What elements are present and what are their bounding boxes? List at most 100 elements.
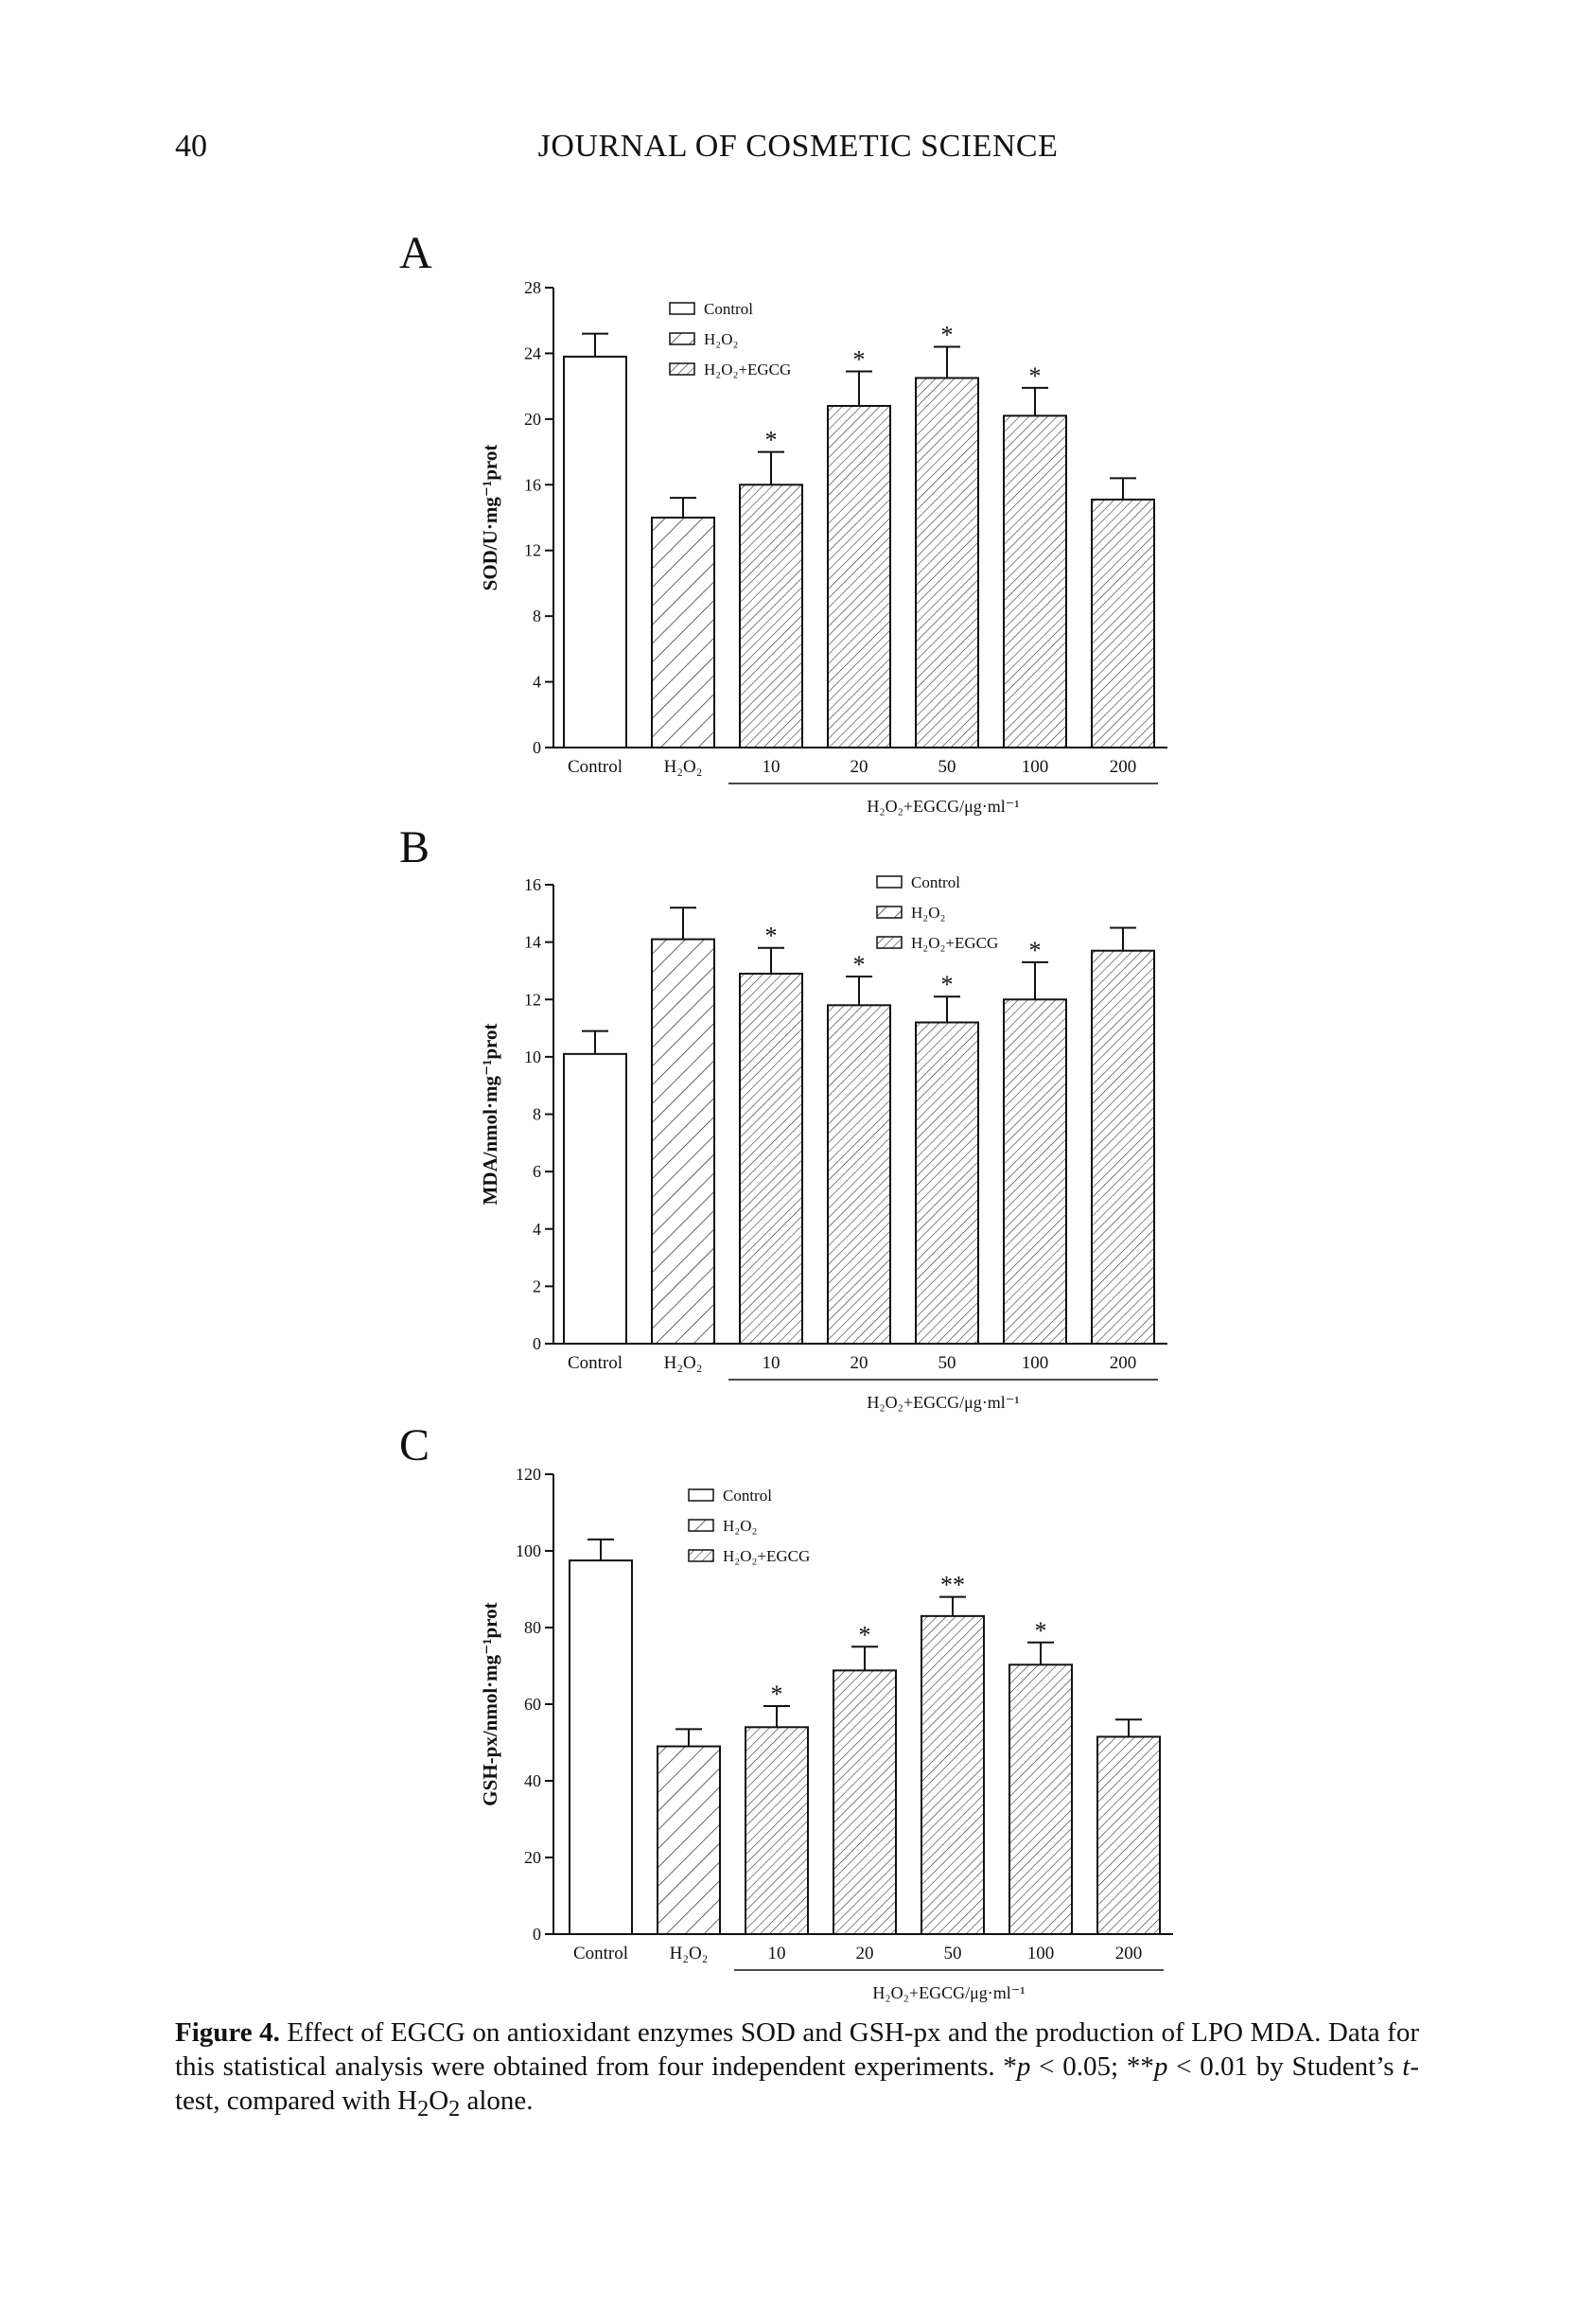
y-tick-label: 20 <box>524 1848 541 1867</box>
y-tick-label: 6 <box>533 1162 541 1181</box>
x-tick-label: Control <box>568 1353 623 1373</box>
y-tick-label: 0 <box>533 1925 541 1944</box>
significance-marker: * <box>771 1681 783 1708</box>
caption-label: Figure 4. <box>175 2017 280 2048</box>
legend-swatch <box>688 1519 714 1532</box>
x-tick-label: H₂O₂ <box>670 1944 709 1963</box>
legend-label: H₂O₂+EGCG <box>704 361 791 378</box>
caption-text-1: Effect of EGCG on antioxidant enzymes SO… <box>175 2017 1419 2082</box>
x-tick-label: Control <box>568 757 623 777</box>
page-number: 40 <box>175 129 207 164</box>
x-tick-label: 50 <box>938 757 956 777</box>
panel-letter-b: B <box>399 822 430 872</box>
significance-marker: * <box>1035 1617 1047 1645</box>
significance-marker: * <box>1029 937 1042 964</box>
x-tick-label: 20 <box>851 757 868 777</box>
y-tick-label: 120 <box>516 1465 541 1484</box>
significance-marker: ** <box>940 1572 965 1599</box>
y-tick-label: 0 <box>533 738 541 757</box>
bar <box>833 1669 897 1936</box>
x-tick-label: 50 <box>938 1353 956 1373</box>
y-tick-label: 4 <box>533 1220 541 1239</box>
bar <box>651 938 715 1345</box>
legend-label: Control <box>704 300 753 318</box>
y-tick-label: 14 <box>524 933 541 952</box>
running-head: JOURNAL OF COSMETIC SCIENCE <box>537 129 1059 164</box>
bar <box>563 355 627 749</box>
legend-label: H₂O₂ <box>911 904 945 922</box>
significance-marker: * <box>765 923 778 950</box>
caption-text-2: < 0.05; ** <box>1030 2051 1154 2082</box>
x-tick-label: 100 <box>1027 1944 1055 1963</box>
bar <box>1003 998 1067 1345</box>
bar <box>1003 414 1067 748</box>
legend-swatch <box>688 1549 714 1562</box>
bar <box>1091 949 1155 1345</box>
x-tick-label: Control <box>573 1944 628 1963</box>
x-tick-label: 10 <box>768 1944 786 1963</box>
bar <box>569 1559 633 1935</box>
x-tick-label: 20 <box>851 1353 868 1373</box>
bar <box>739 484 803 749</box>
x-tick-label: 100 <box>1022 1353 1049 1373</box>
legend-label: H₂O₂ <box>704 330 738 348</box>
bar <box>827 404 891 748</box>
bar <box>915 1021 979 1345</box>
x-tick-label: 200 <box>1110 757 1137 777</box>
caption-sub-2: 2 <box>448 2095 461 2121</box>
caption-text-3: < 0.01 by Student’s <box>1167 2051 1403 2082</box>
bar <box>1096 1735 1161 1935</box>
y-tick-label: 12 <box>524 541 541 560</box>
x-tick-label: 10 <box>763 1353 780 1373</box>
y-tick-label: 12 <box>524 990 541 1009</box>
legend-swatch <box>876 875 903 889</box>
group-label: H₂O₂+EGCG/μg·ml⁻¹ <box>867 797 1019 816</box>
figure-caption: Figure 4. Effect of EGCG on antioxidant … <box>175 2016 1419 2126</box>
y-tick-label: 24 <box>524 343 541 362</box>
y-tick-label: 4 <box>533 673 541 692</box>
group-label: H₂O₂+EGCG/μg·ml⁻¹ <box>867 1393 1019 1412</box>
x-tick-label: 20 <box>856 1944 874 1963</box>
x-tick-label: 200 <box>1115 1944 1143 1963</box>
bar <box>563 1052 627 1345</box>
x-tick-label: H₂O₂ <box>664 1353 703 1373</box>
bar <box>651 517 715 748</box>
x-tick-label: 100 <box>1022 757 1049 777</box>
y-tick-label: 16 <box>524 475 541 494</box>
sod-bar-chart: 0 4 8 12 16 20 24 28 SOD/U·mg⁻¹prot Control H₂O₂ * 1… <box>479 278 1167 816</box>
caption-text-5: alone. <box>460 2086 534 2116</box>
panel-letter-a: A <box>399 228 432 278</box>
significance-marker: * <box>941 971 954 998</box>
legend-label: Control <box>723 1487 772 1505</box>
legend-swatch <box>669 302 695 315</box>
mda-bar-chart: 0 2 4 6 8 10 12 14 16 MDA/nmol·mg⁻¹prot Control H₂O… <box>479 873 1167 1412</box>
y-axis-label: SOD/U·mg⁻¹prot <box>479 445 501 591</box>
x-tick-label: 50 <box>944 1944 962 1963</box>
bar <box>915 377 979 748</box>
y-tick-label: 8 <box>533 607 541 625</box>
bar <box>739 972 803 1345</box>
significance-marker: * <box>859 1621 871 1648</box>
significance-marker: * <box>1029 362 1042 390</box>
caption-t: t <box>1402 2051 1411 2082</box>
y-tick-label: 40 <box>524 1771 541 1790</box>
bar <box>745 1726 809 1935</box>
legend-swatch <box>876 906 903 919</box>
y-tick-label: 0 <box>533 1334 541 1353</box>
y-tick-label: 8 <box>533 1105 541 1124</box>
y-axis-label: MDA/nmol·mg⁻¹prot <box>479 1024 501 1206</box>
significance-marker: * <box>853 951 866 978</box>
caption-p1: p <box>1016 2051 1031 2082</box>
gsh-px-bar-chart: 0 20 40 60 80 100 120 GSH-px/nmol·mg⁻¹prot Contr… <box>479 1465 1173 2002</box>
caption-text-4: -test, compared with H <box>175 2051 1420 2116</box>
y-tick-label: 100 <box>516 1541 541 1560</box>
bar <box>827 1004 891 1345</box>
legend-label: H₂O₂ <box>723 1517 757 1535</box>
x-tick-label: 200 <box>1110 1353 1137 1373</box>
caption-o: O <box>429 2086 449 2116</box>
significance-marker: * <box>853 346 866 374</box>
y-tick-label: 16 <box>524 875 541 894</box>
y-tick-label: 20 <box>524 410 541 429</box>
bar <box>921 1614 985 1935</box>
significance-marker: * <box>765 427 778 454</box>
